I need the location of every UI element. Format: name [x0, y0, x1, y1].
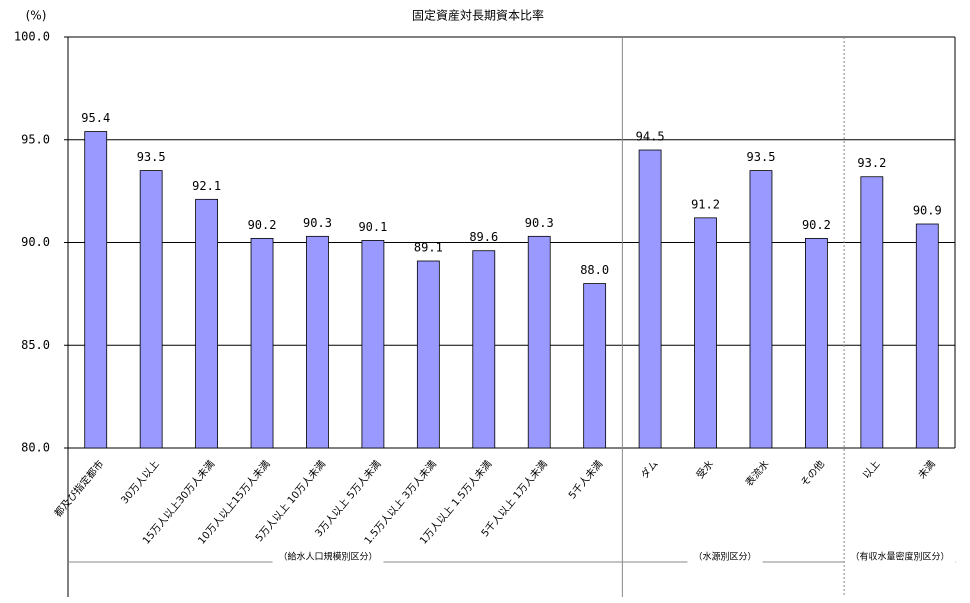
- bar: [361, 240, 385, 449]
- value-label: 90.9: [913, 204, 942, 218]
- value-label: 92.1: [192, 179, 221, 193]
- bar: [583, 283, 607, 449]
- x-tick-label: 未満: [916, 458, 938, 481]
- bar: [860, 176, 884, 449]
- x-tick-label: 5千人未満: [566, 458, 605, 501]
- y-unit: (%): [26, 9, 47, 23]
- bar: [139, 170, 163, 449]
- value-label: 90.2: [802, 218, 831, 232]
- value-label: 93.5: [137, 150, 166, 164]
- value-label: 90.3: [525, 216, 554, 230]
- value-label: 89.6: [469, 230, 498, 244]
- bar: [306, 235, 329, 449]
- value-label: 95.4: [81, 111, 110, 125]
- value-label: 89.1: [414, 240, 443, 254]
- bar: [749, 170, 773, 449]
- bar: [915, 223, 939, 449]
- bar: [527, 235, 551, 449]
- x-tick-label: 以上: [860, 458, 882, 481]
- x-tick-label: 都及び指定都市: [51, 458, 106, 520]
- bar: [84, 131, 108, 449]
- value-label: 90.1: [358, 220, 387, 234]
- bar: [195, 198, 218, 449]
- bar: [250, 237, 274, 449]
- y-tick-label: 85.0: [21, 338, 50, 352]
- y-tick-label: 80.0: [21, 441, 50, 455]
- value-label: 93.2: [857, 156, 886, 170]
- group-label: （給水人口規模別区分）: [278, 551, 377, 563]
- x-tick-label: 30万人以上: [119, 458, 162, 506]
- value-label: 91.2: [691, 197, 720, 211]
- y-tick-label: 90.0: [21, 235, 50, 249]
- x-tick-label: ダム: [638, 458, 661, 482]
- y-tick-label: 95.0: [21, 132, 50, 146]
- y-tick-label: 100.0: [14, 30, 50, 44]
- group-label: （水源別区分）: [693, 551, 756, 563]
- group-label: （有収水量密度別区分）: [850, 551, 949, 563]
- value-label: 94.5: [636, 130, 665, 144]
- value-label: 90.3: [303, 216, 332, 230]
- chart-title: 固定資産対長期資本比率: [412, 8, 544, 23]
- value-label: 93.5: [747, 150, 776, 164]
- x-tick-label: 受水: [694, 458, 716, 481]
- bar: [416, 260, 440, 449]
- bar: [694, 217, 717, 449]
- bar: [805, 237, 828, 449]
- bar: [638, 149, 662, 449]
- bar: [472, 250, 496, 449]
- x-tick-label: その他: [798, 458, 827, 489]
- value-label: 90.2: [248, 218, 277, 232]
- value-label: 88.0: [580, 263, 609, 277]
- x-tick-label: 表流水: [742, 458, 771, 489]
